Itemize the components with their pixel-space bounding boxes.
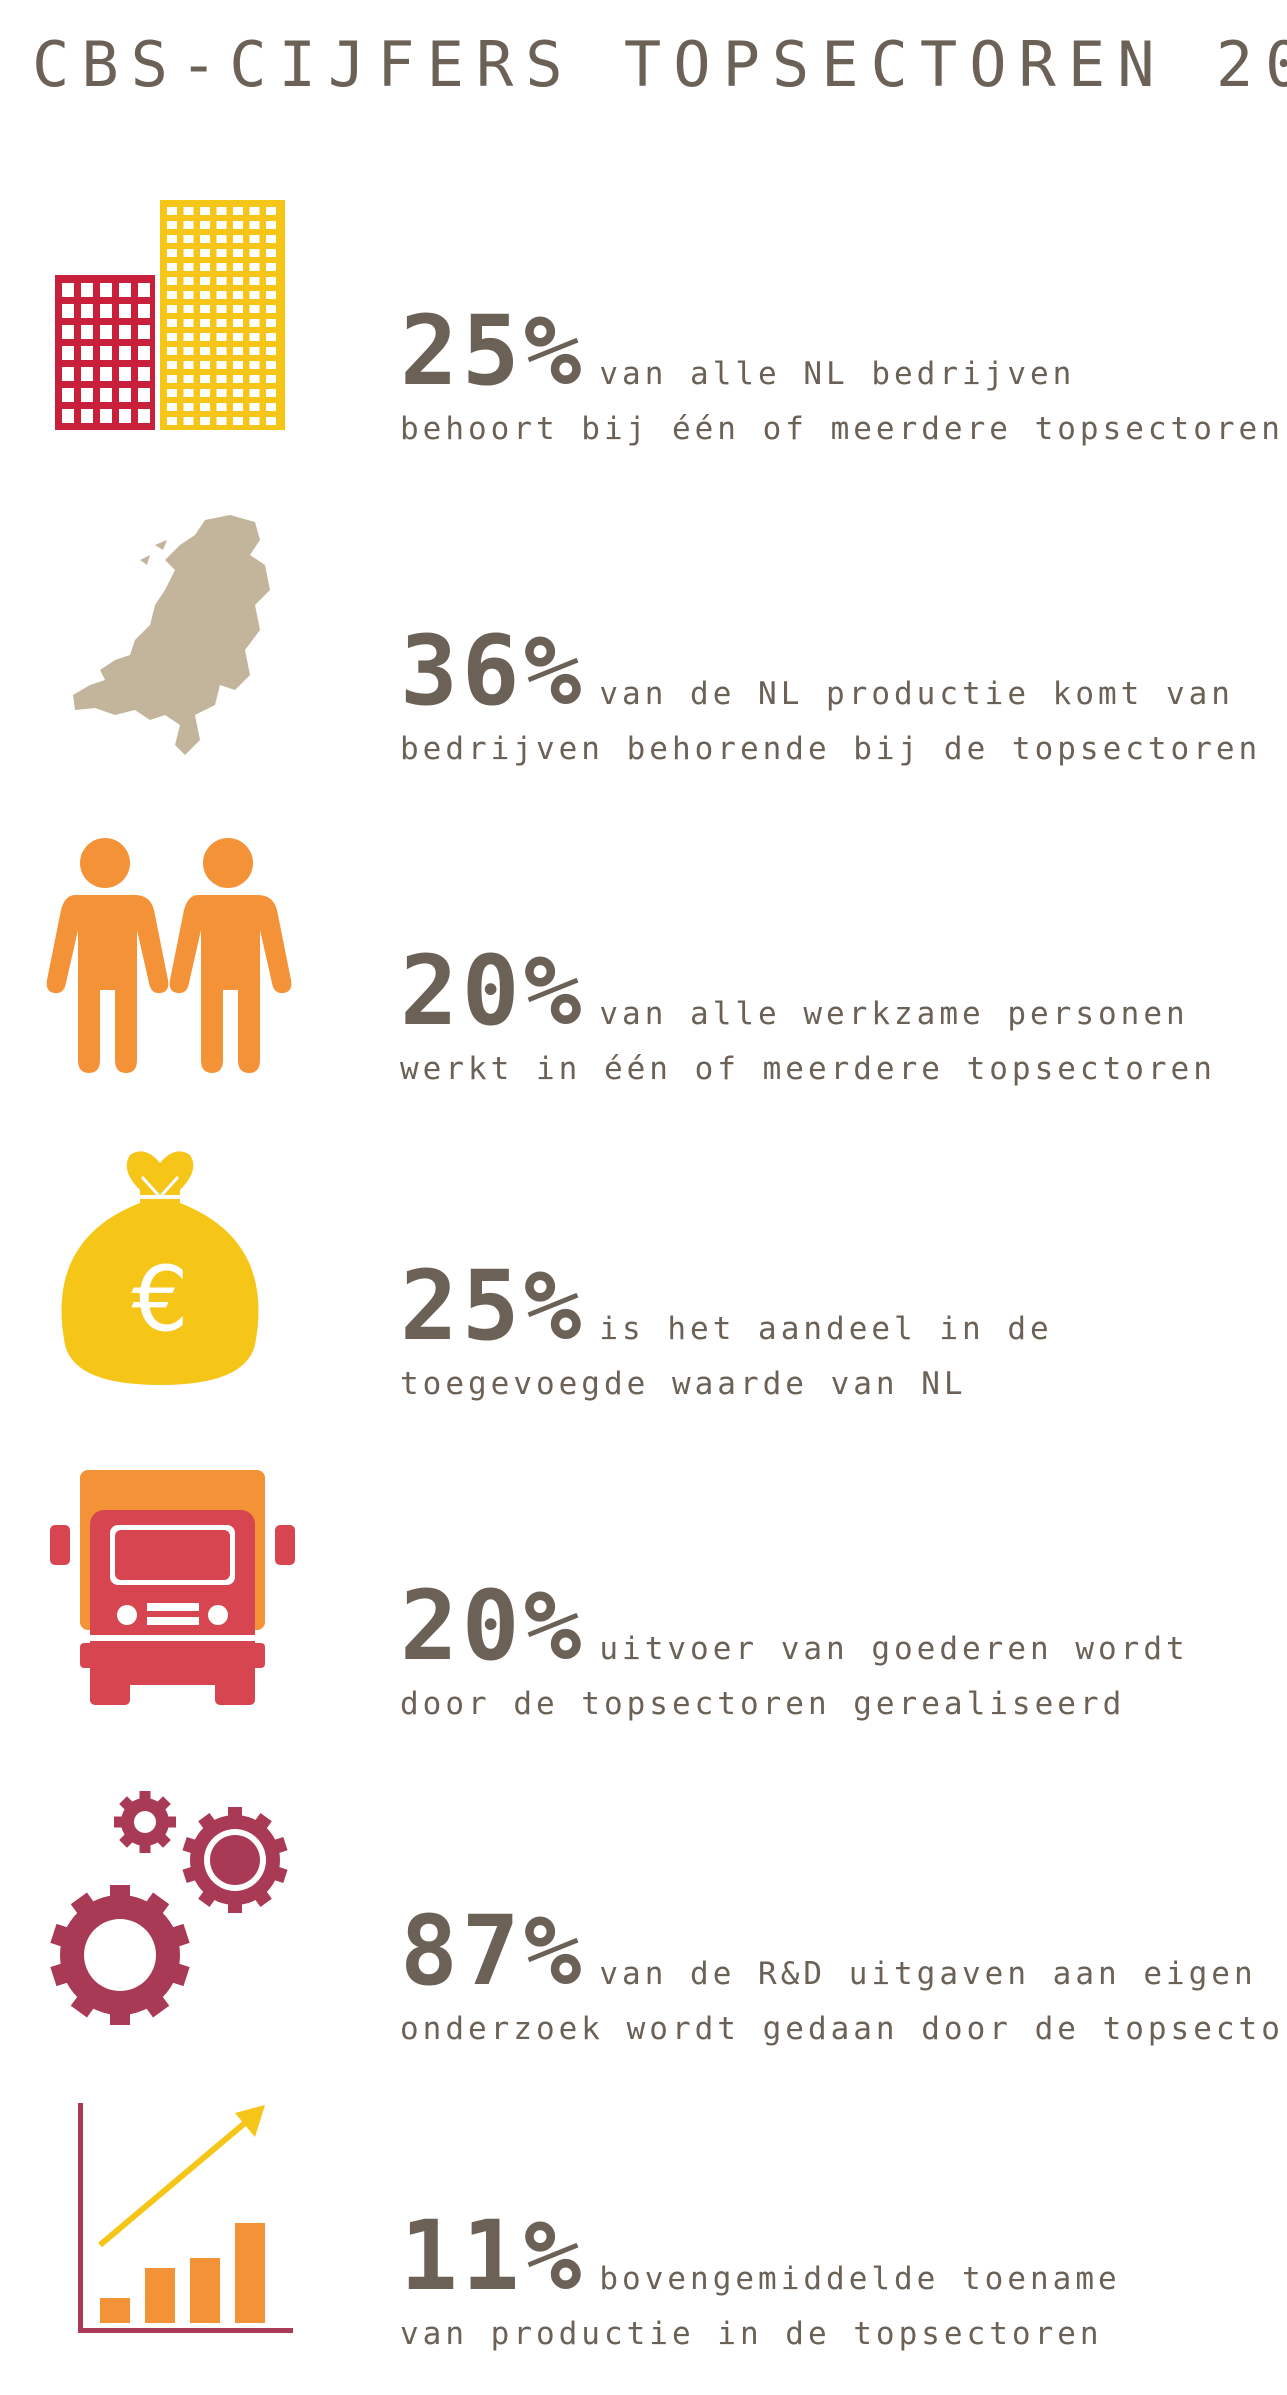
stat-description-line1: van alle NL bedrijven	[599, 356, 1076, 392]
stat-row-production: 36% van de NL productie komt van bedrijve…	[0, 510, 1287, 810]
stat-row-employees: 20% van alle werkzame personen werkt in é…	[0, 830, 1287, 1130]
people-icon	[40, 830, 300, 1090]
netherlands-map-icon	[55, 510, 315, 770]
stat-description-line2: behoort bij één of meerdere topsectoren	[400, 411, 1284, 447]
stat-percentage: 36%	[400, 615, 586, 727]
growth-chart-icon	[70, 2095, 330, 2355]
stat-row-growth: 11% bovengemiddelde toename van productie…	[0, 2095, 1287, 2395]
stat-description-line2: van productie in de topsectoren	[400, 2316, 1103, 2352]
stat-row-exports: 20% uitvoer van goederen wordt door de to…	[0, 1465, 1287, 1765]
page-title: CBS-CIJFERS TOPSECTOREN 2012	[32, 28, 1287, 101]
stat-description-line1: is het aandeel in de	[599, 1311, 1053, 1347]
stat-description-line1: uitvoer van goederen wordt	[599, 1631, 1189, 1667]
svg-text:€: €	[131, 1247, 188, 1352]
stat-description-line1: van alle werkzame personen	[599, 996, 1189, 1032]
stat-description-line2: werkt in één of meerdere topsectoren	[400, 1051, 1216, 1087]
stat-percentage: 25%	[400, 1250, 586, 1362]
stat-row-companies: 25% van alle NL bedrijven behoort bij één…	[0, 190, 1287, 490]
stat-description-line2: onderzoek wordt gedaan door de topsector…	[400, 2011, 1287, 2047]
gears-icon	[40, 1780, 300, 2040]
stat-percentage: 20%	[400, 1570, 586, 1682]
buildings-icon	[50, 190, 310, 450]
stat-description-line1: van de NL productie komt van	[599, 676, 1234, 712]
stat-row-research: 87% van de R&D uitgaven aan eigen onderzo…	[0, 1780, 1287, 2080]
stat-row-added-value: € 25% is het aandeel in de toegevoegde wa…	[0, 1145, 1287, 1445]
stat-description-line1: van de R&D uitgaven aan eigen	[599, 1956, 1257, 1992]
stat-percentage: 25%	[400, 295, 586, 407]
truck-icon	[45, 1465, 305, 1725]
stat-description-line2: toegevoegde waarde van NL	[400, 1366, 967, 1402]
stat-description-line2: door de topsectoren gerealiseerd	[400, 1686, 1126, 1722]
stat-percentage: 11%	[400, 2200, 586, 2312]
stat-percentage: 20%	[400, 935, 586, 1047]
stat-description-line2: bedrijven behorende bij de topsectoren	[400, 731, 1262, 767]
stat-percentage: 87%	[400, 1895, 586, 2007]
stat-description-line1: bovengemiddelde toename	[599, 2261, 1121, 2297]
money-bag-euro-icon: €	[60, 1145, 320, 1405]
